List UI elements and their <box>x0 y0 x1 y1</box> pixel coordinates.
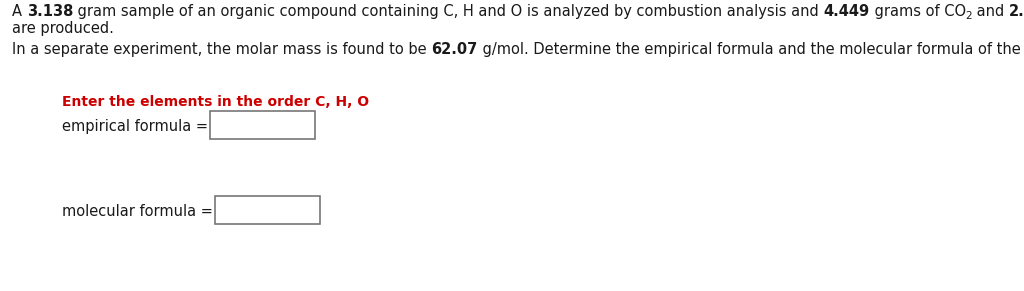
Text: 4.449: 4.449 <box>823 4 869 19</box>
Text: grams of CO: grams of CO <box>869 4 966 19</box>
Bar <box>215 196 319 224</box>
Text: gram sample of an organic compound containing C, H and O is analyzed by combusti: gram sample of an organic compound conta… <box>73 4 823 19</box>
Text: molecular formula =: molecular formula = <box>62 204 213 219</box>
Text: In a separate experiment, the molar mass is found to be: In a separate experiment, the molar mass… <box>12 42 431 57</box>
Text: Enter the elements in the order C, H, O: Enter the elements in the order C, H, O <box>62 95 369 109</box>
Text: 3.138: 3.138 <box>27 4 73 19</box>
Text: and: and <box>972 4 1009 19</box>
Bar <box>210 111 315 139</box>
Text: A: A <box>12 4 27 19</box>
Text: empirical formula =: empirical formula = <box>62 119 208 134</box>
Text: 2.733: 2.733 <box>1009 4 1024 19</box>
Text: 62.07: 62.07 <box>431 42 477 57</box>
Text: g/mol. Determine the empirical formula and the molecular formula of the organic : g/mol. Determine the empirical formula a… <box>477 42 1024 57</box>
Text: are produced.: are produced. <box>12 21 114 36</box>
Text: 2: 2 <box>966 11 972 21</box>
